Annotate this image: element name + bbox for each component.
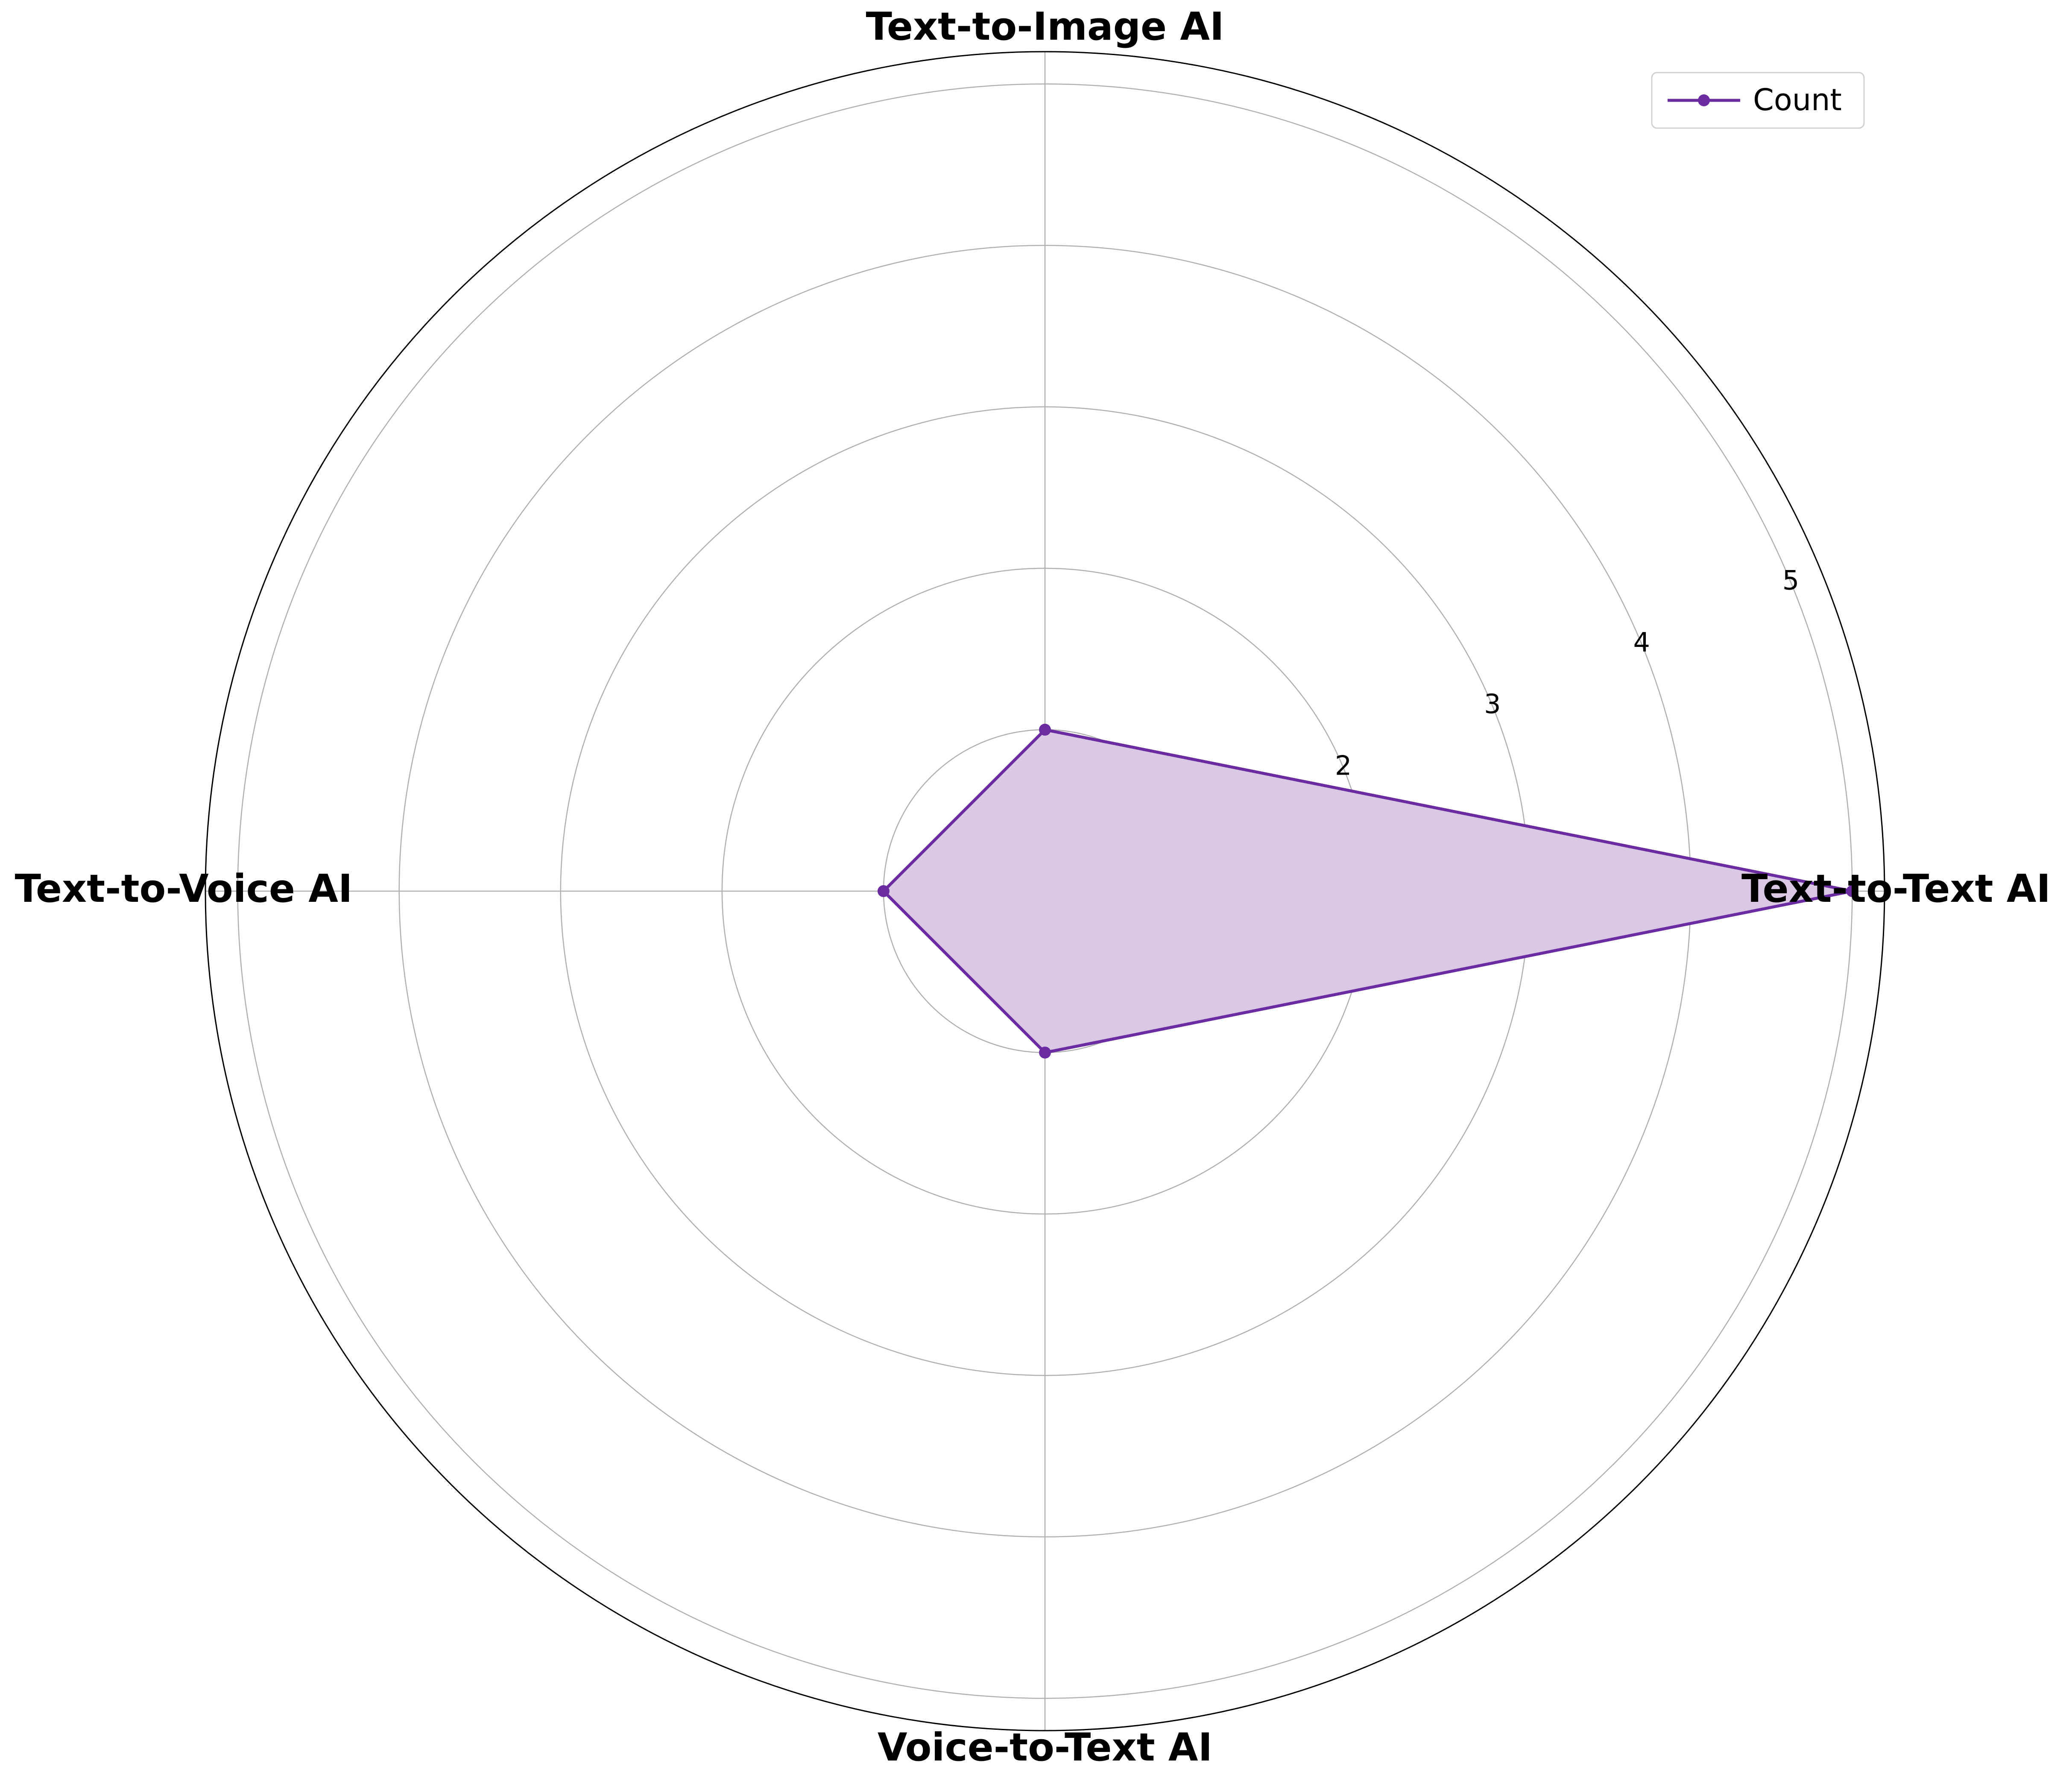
legend-label: Count	[1753, 82, 1842, 117]
category-label-voice-to-text-ai: Voice-to-Text AI	[878, 1725, 1212, 1770]
radial-tick-label-3: 3	[1484, 688, 1501, 719]
legend-point-marker	[1698, 94, 1710, 106]
category-label-text-to-text-ai: Text-to-Text AI	[1741, 866, 2051, 911]
legend: Count	[1651, 72, 1865, 129]
category-label-text-to-voice-ai: Text-to-Voice AI	[15, 866, 353, 911]
series-point-text-to-voice-ai	[877, 885, 890, 897]
radial-tick-label-2: 2	[1335, 750, 1352, 781]
series-point-text-to-text-ai	[1846, 885, 1858, 897]
category-labels: Text-to-Text AI Text-to-Image AI Text-to-V…	[15, 4, 2051, 1770]
series-layer	[877, 723, 1858, 1059]
radial-tick-label-5: 5	[1782, 565, 1799, 596]
series-point-text-to-image-ai	[1039, 723, 1051, 736]
outer-frame-circle	[205, 51, 1885, 1731]
legend-box	[1651, 72, 1865, 129]
series-point-voice-to-text-ai	[1039, 1047, 1051, 1059]
radial-tick-label-4: 4	[1633, 626, 1650, 658]
series-area-0	[883, 729, 1853, 1053]
category-label-text-to-image-ai: Text-to-Image AI	[866, 4, 1224, 49]
